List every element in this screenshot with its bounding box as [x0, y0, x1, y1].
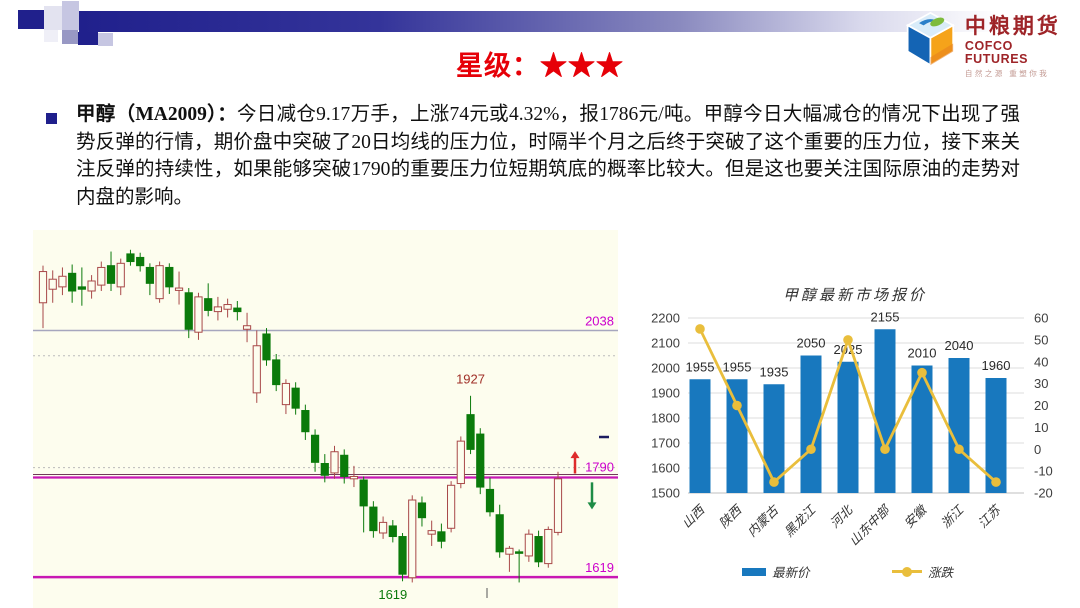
svg-text:江苏: 江苏 — [976, 501, 1005, 530]
svg-text:山东中部: 山东中部 — [847, 501, 894, 548]
banner-square-lavender2 — [98, 33, 113, 46]
svg-text:1700: 1700 — [651, 436, 680, 451]
svg-text:河北: 河北 — [828, 502, 857, 531]
legend-item-line: 涨跌 — [892, 562, 953, 581]
candle-annotations: 1927 1619 — [378, 371, 609, 602]
bar-legend-swatch — [742, 567, 766, 576]
svg-text:2100: 2100 — [651, 336, 680, 351]
bullet-square-icon — [46, 113, 57, 124]
candlestick-svg: 2038 1790 1619 1927 1619 — [33, 249, 618, 602]
svg-text:30: 30 — [1034, 376, 1048, 391]
bar-chart-title: 甲醇最新市场报价 — [783, 287, 927, 304]
svg-text:50: 50 — [1034, 332, 1048, 347]
svg-text:2010: 2010 — [908, 346, 937, 361]
svg-text:1800: 1800 — [651, 411, 680, 426]
candlestick-chart: 2038 1790 1619 1927 1619 — [33, 230, 618, 608]
banner-square-pale — [44, 30, 58, 42]
bar-series — [689, 329, 1007, 493]
candles — [38, 249, 563, 583]
banner-square-navy — [18, 10, 44, 29]
banner-square-lavender — [62, 1, 79, 30]
banner-square-medium — [62, 30, 78, 44]
svg-text:10: 10 — [1034, 420, 1048, 435]
commentary-lead: 甲醇（MA2009）： — [76, 104, 237, 125]
svg-text:1955: 1955 — [723, 359, 752, 374]
line-legend-label: 涨跌 — [928, 566, 954, 580]
svg-text:2155: 2155 — [871, 309, 900, 324]
svg-text:1619: 1619 — [585, 560, 614, 575]
svg-text:山西: 山西 — [680, 501, 709, 530]
line-legend-swatch — [892, 566, 922, 577]
bar-data-labels: 1955 1955 1935 2050 2025 2155 2010 2040 1960 — [686, 309, 1011, 379]
cofco-logo: 中粮期货 COFCO FUTURES 自然之源 重塑你我 — [902, 10, 1078, 82]
logo-cn-text: 中粮期货 — [964, 14, 1061, 38]
svg-text:黑龙江: 黑龙江 — [782, 502, 819, 539]
commentary-paragraph: 甲醇（MA2009）：今日减仓9.17万手，上涨74元或4.32%，报1786元… — [76, 101, 1020, 211]
svg-text:1619: 1619 — [378, 587, 407, 602]
price-bar-chart: 甲醇最新市场报价 1500 1600 1700 1800 1900 2000 2100 2200… — [630, 278, 1080, 608]
legend-item-bar: 最新价 — [742, 562, 810, 581]
svg-text:2025: 2025 — [834, 342, 863, 357]
svg-text:20: 20 — [1034, 398, 1048, 413]
bar-legend-label: 最新价 — [772, 566, 810, 580]
svg-text:2040: 2040 — [945, 338, 974, 353]
svg-text:1960: 1960 — [982, 358, 1011, 373]
bar-chart-svg: 甲醇最新市场报价 1500 1600 1700 1800 1900 2000 2100 2200… — [651, 287, 1053, 548]
commentary-body: 今日减仓9.17万手，上涨74元或4.32%，报1786元/吨。甲醇今日大幅减仓… — [76, 104, 1020, 208]
banner-gradient-bar — [79, 11, 1080, 32]
svg-text:2200: 2200 — [651, 311, 680, 326]
svg-text:陕西: 陕西 — [717, 501, 746, 530]
banner-square-light — [44, 6, 62, 30]
svg-text:浙江: 浙江 — [939, 502, 968, 531]
svg-text:2038: 2038 — [585, 313, 614, 328]
svg-text:0: 0 — [1034, 442, 1041, 457]
page-title: 星级：★★★ — [456, 51, 624, 81]
svg-text:-20: -20 — [1034, 486, 1053, 501]
svg-text:内蒙古: 内蒙古 — [745, 502, 782, 539]
svg-text:2050: 2050 — [797, 336, 826, 351]
svg-text:1600: 1600 — [651, 461, 680, 476]
svg-text:2000: 2000 — [651, 361, 680, 376]
svg-text:1500: 1500 — [651, 486, 680, 501]
svg-text:1900: 1900 — [651, 386, 680, 401]
line-series — [695, 324, 1001, 487]
logo-en-text: COFCO FUTURES — [964, 39, 1029, 66]
cofco-cube-icon — [905, 11, 955, 67]
svg-text:60: 60 — [1034, 311, 1048, 326]
bar-axes-labels: 1500 1600 1700 1800 1900 2000 2100 2200 -20 -10 0 1… — [651, 311, 1053, 501]
banner-square-navy2 — [78, 32, 98, 45]
svg-text:1927: 1927 — [456, 371, 485, 386]
svg-text:1790: 1790 — [585, 459, 614, 474]
svg-text:-10: -10 — [1034, 464, 1053, 479]
svg-text:1955: 1955 — [686, 359, 715, 374]
svg-text:安徽: 安徽 — [902, 501, 931, 530]
logo-tagline: 自然之源 重塑你我 — [964, 69, 1050, 78]
svg-text:1935: 1935 — [760, 364, 789, 379]
candle-levels: 2038 1790 1619 — [33, 313, 618, 579]
svg-text:40: 40 — [1034, 354, 1048, 369]
